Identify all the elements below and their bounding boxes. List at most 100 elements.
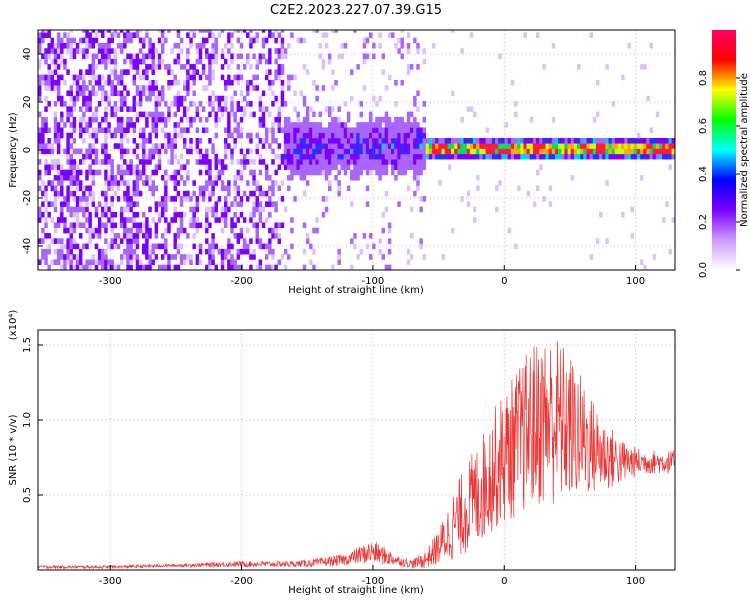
spectrogram-cell: [409, 132, 414, 139]
spectrogram-cell: [397, 153, 401, 160]
spectrogram-cell: [223, 106, 228, 112]
spectrogram-cell: [450, 90, 455, 97]
spectrogram-cell: [258, 58, 263, 65]
spectrogram-cell: [435, 153, 439, 160]
spectrogram-cell: [498, 143, 502, 149]
spectrogram-cell: [608, 143, 612, 149]
spectrogram-cell: [160, 206, 165, 213]
spectrogram-cell: [406, 159, 411, 165]
spectrogram-cell: [189, 206, 193, 213]
spectrogram-cell: [192, 32, 196, 38]
spectrogram-cell: [173, 206, 177, 213]
spectrogram-cell: [454, 143, 458, 149]
spectrogram-cell: [460, 116, 464, 123]
spectrogram-cell: [85, 53, 89, 60]
spectrogram-cell: [104, 227, 108, 234]
spectrogram-cell: [88, 264, 92, 270]
spectrogram-cell: [255, 233, 259, 239]
spectrogram-cell: [189, 101, 193, 107]
spectrogram-cell: [94, 116, 99, 123]
spectrogram-cell: [469, 106, 474, 112]
spectrogram-cell: [63, 122, 67, 128]
spectrogram-cell: [50, 85, 55, 91]
spectrogram-cell: [365, 169, 370, 176]
spectrogram-cell: [63, 196, 67, 202]
spectrogram-cell: [397, 122, 401, 128]
spectrogram-cell: [63, 148, 67, 155]
spectrogram-cell: [378, 238, 382, 244]
spectrogram-cell: [142, 53, 146, 60]
spectrogram-cell: [305, 116, 310, 123]
spectrogram-cell: [274, 169, 278, 176]
spectrogram-cell: [145, 116, 149, 123]
spectrogram-cell: [69, 211, 73, 218]
spectrogram-cell: [230, 58, 234, 65]
spectrogram-cell: [123, 190, 127, 197]
spectrogram-cell: [116, 185, 121, 192]
spectrogram-cell: [208, 111, 212, 118]
spectrogram-cell: [145, 264, 149, 270]
spectrogram-cell: [274, 69, 278, 75]
spectrogram-cell: [315, 122, 319, 128]
spectrogram-cell: [97, 259, 102, 266]
spectrogram-cell: [617, 138, 622, 144]
spectrogram-cell: [104, 111, 108, 118]
spectrogram-cell: [135, 30, 140, 33]
spectrogram-cell: [337, 169, 341, 176]
spectrogram-cell: [422, 254, 427, 260]
spectrogram-cell: [472, 217, 477, 223]
spectrogram-cell: [327, 148, 332, 155]
spectrogram-cell: [116, 143, 121, 149]
spectrogram-cell: [589, 143, 594, 149]
spectrogram-cell: [214, 132, 218, 139]
spectrogram-cell: [123, 227, 127, 234]
spectrogram-cell: [249, 254, 253, 260]
spectrogram-cell: [97, 42, 102, 49]
spectrogram-cell: [110, 217, 114, 223]
spectrogram-cell: [107, 42, 111, 49]
spectrogram-cell: [321, 169, 326, 176]
spectrogram-cell: [283, 164, 288, 170]
spectrogram-cell: [91, 169, 96, 176]
spectrogram-cell: [113, 85, 118, 91]
spectrogram-cell: [551, 138, 556, 144]
spectrogram-cell: [513, 243, 518, 250]
spectrogram-y-tick-label: 20: [22, 96, 33, 109]
spectrogram-cell: [580, 148, 584, 155]
spectrogram-cell: [394, 79, 398, 86]
spectrogram-cell: [142, 111, 146, 118]
spectrogram-cell: [227, 127, 231, 134]
spectrogram-cell: [227, 64, 231, 70]
spectrogram-cell: [299, 122, 304, 128]
spectrogram-cell: [186, 190, 190, 197]
spectrogram-cell: [350, 148, 354, 155]
spectrogram-cell: [173, 74, 177, 81]
spectrogram-cell: [88, 90, 92, 97]
spectrogram-cell: [409, 111, 414, 118]
spectrogram-cell: [72, 180, 77, 186]
spectrogram-cell: [192, 233, 196, 239]
spectrogram-cell: [110, 48, 114, 54]
spectrogram-cell: [536, 138, 540, 144]
spectrogram-cell: [179, 127, 184, 134]
spectrogram-cell: [75, 222, 80, 229]
spectrogram-cell: [205, 85, 209, 91]
spectrogram-cell: [384, 127, 389, 134]
spectrogram-cell: [554, 143, 559, 149]
spectrogram-cell: [413, 127, 417, 134]
spectrogram-cell: [428, 138, 433, 144]
spectrogram-cell: [47, 30, 51, 33]
spectrogram-cell: [365, 185, 370, 192]
spectrogram-cell: [110, 69, 114, 75]
spectrogram-cell: [88, 116, 92, 123]
spectrogram-cell: [309, 243, 313, 250]
spectrogram-cell: [384, 153, 389, 160]
spectrogram-cell: [318, 138, 322, 144]
spectrogram-cell: [561, 143, 565, 149]
spectrogram-cell: [236, 74, 241, 81]
spectrogram-cell: [211, 185, 215, 192]
spectrogram-cell: [299, 174, 304, 181]
spectrogram-cell: [126, 106, 130, 112]
spectrogram-cell: [173, 185, 177, 192]
spectrogram-cell: [104, 53, 108, 60]
